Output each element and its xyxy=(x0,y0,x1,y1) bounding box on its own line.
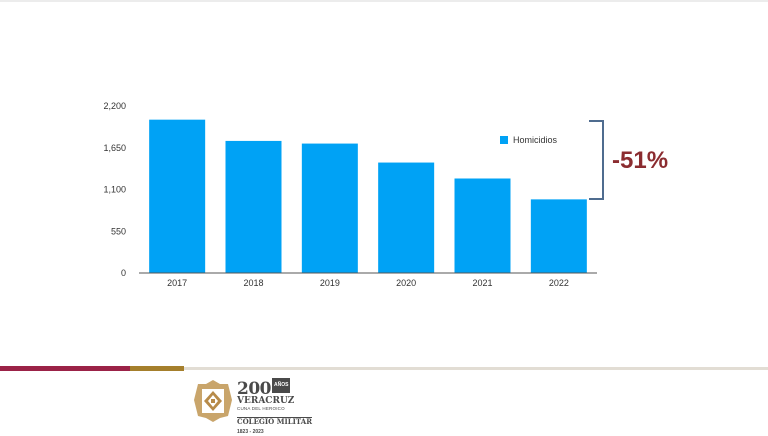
veracruz-200-logo: 200 AÑOS VERACRUZ CUNA DEL HEROICO COLEGI… xyxy=(192,378,322,435)
x-tick-label: 2020 xyxy=(396,278,416,288)
bar-2021 xyxy=(454,178,511,273)
logo-name: VERACRUZ xyxy=(237,396,295,406)
x-tick-label: 2017 xyxy=(167,278,187,288)
logo-years: 1823 - 2023 xyxy=(237,429,264,435)
bar-2017 xyxy=(149,119,206,273)
y-tick-label: 1,650 xyxy=(103,143,126,153)
bar-2020 xyxy=(378,162,435,273)
change-bracket xyxy=(589,120,604,200)
logo-institution: COLEGIO MILITAR xyxy=(237,417,313,426)
bar-2018 xyxy=(225,140,282,273)
x-axis: 2017 2018 2019 2020 2021 2022 xyxy=(167,278,569,288)
legend-swatch xyxy=(500,136,508,144)
logo-subtitle: CUNA DEL HEROICO xyxy=(237,406,285,411)
bar-2022 xyxy=(530,199,587,273)
legend: Homicidios xyxy=(500,135,558,145)
y-axis: 0 550 1,100 1,650 2,200 xyxy=(103,101,126,278)
legend-label: Homicidios xyxy=(513,135,558,145)
logo-number: 200 AÑOS xyxy=(237,378,291,399)
logo-anos: AÑOS xyxy=(272,378,291,393)
y-tick-label: 550 xyxy=(111,226,126,236)
x-tick-label: 2019 xyxy=(320,278,340,288)
x-tick-label: 2021 xyxy=(472,278,492,288)
footer-band-primary xyxy=(0,366,130,371)
change-annotation: -51% xyxy=(612,147,668,174)
bars xyxy=(149,119,587,273)
footer-band-gold xyxy=(130,366,184,371)
y-tick-label: 2,200 xyxy=(103,101,126,111)
y-tick-label: 1,100 xyxy=(103,185,126,195)
x-tick-label: 2022 xyxy=(549,278,569,288)
y-tick-label: 0 xyxy=(121,268,126,278)
footer-band-light xyxy=(184,367,768,370)
seal-icon xyxy=(194,380,232,422)
top-border xyxy=(0,0,768,2)
bar-2019 xyxy=(301,143,358,273)
logo-text: 200 AÑOS VERACRUZ CUNA DEL HEROICO COLEGI… xyxy=(237,378,325,436)
x-tick-label: 2018 xyxy=(243,278,263,288)
